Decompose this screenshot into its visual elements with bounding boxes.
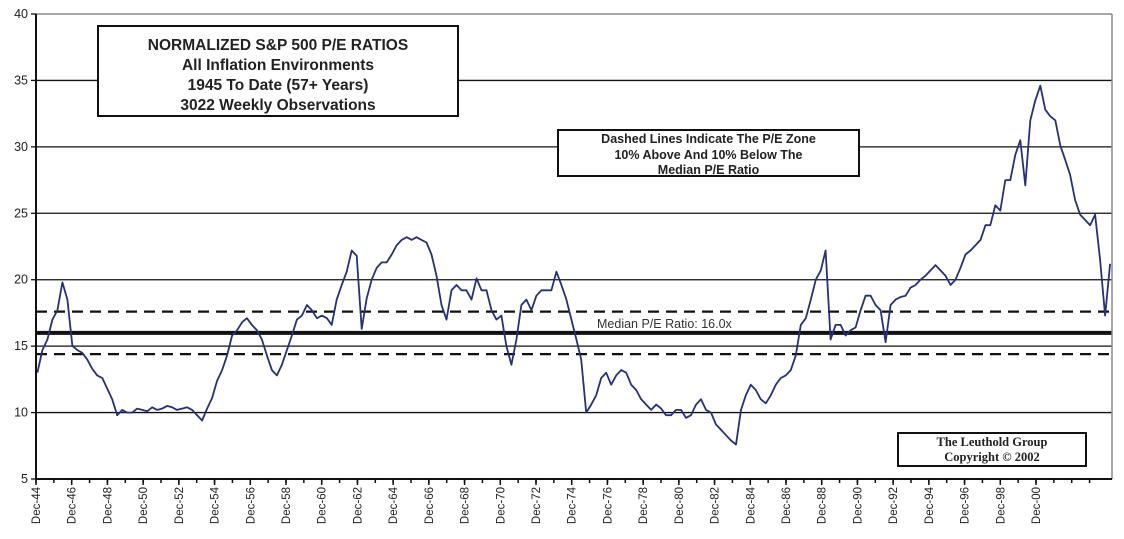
x-tick-label: Dec-68: [460, 487, 472, 524]
credit-copyright: Copyright © 2002: [944, 450, 1040, 464]
x-tick-label: Dec-60: [317, 487, 329, 524]
x-tick-label: Dec-82: [710, 487, 722, 524]
dashed-lines-note: Dashed Lines Indicate The P/E Zone 10% A…: [557, 129, 860, 177]
x-tick-label: Dec-76: [602, 487, 614, 524]
y-tick-label: 10: [14, 406, 28, 420]
x-tick-label: Dec-94: [924, 486, 936, 524]
note-line-1: Dashed Lines Indicate The P/E Zone: [601, 132, 816, 146]
y-tick-label: 15: [14, 339, 28, 353]
median-label: Median P/E Ratio: 16.0x: [597, 317, 733, 331]
axes: 5 10 15 20 25 30 35 40 Dec-44 Dec-46 Dec-48 Dec-50 D…: [14, 7, 1113, 524]
y-tick-label: 5: [21, 472, 28, 486]
y-tick-label: 20: [14, 273, 28, 287]
x-tick-label: Dec-58: [281, 487, 293, 524]
x-tick-label: Dec-52: [174, 487, 186, 524]
y-tick-label: 40: [14, 7, 28, 21]
x-tick-label: Dec-48: [102, 487, 114, 524]
y-tick-label: 25: [14, 206, 28, 220]
x-tick-label: Dec-96: [960, 487, 972, 524]
x-tick-label: Dec-56: [245, 487, 257, 524]
x-tick-label: Dec-80: [674, 487, 686, 524]
chart-title: NORMALIZED S&P 500 P/E RATIOS: [147, 37, 409, 54]
note-line-2: 10% Above And 10% Below The: [614, 147, 803, 162]
credit-box: The Leuthold Group Copyright © 2002: [897, 432, 1087, 467]
x-tick-label: Dec-90: [852, 487, 864, 524]
x-tick-label: Dec-44: [31, 486, 43, 524]
x-tick-label: Dec-78: [638, 487, 650, 524]
x-tick-label: Dec-88: [817, 487, 829, 524]
x-tick-label: Dec-50: [138, 487, 150, 524]
x-tick-label: Dec-66: [424, 487, 436, 524]
y-tick-label: 30: [14, 140, 28, 154]
x-tick-label: Dec-54: [210, 486, 222, 524]
x-tick-label: Dec-92: [888, 487, 900, 524]
x-tick-label: Dec-86: [781, 487, 793, 524]
x-tick-label: Dec-74: [567, 486, 579, 524]
series-layer: [36, 84, 1111, 446]
x-tick-label: Dec-98: [995, 487, 1007, 524]
x-tick-label: Dec-70: [495, 487, 507, 524]
pe-ratio-series-line: [36, 84, 1111, 446]
x-tick-label: Dec-64: [388, 486, 400, 524]
credit-source: The Leuthold Group: [936, 435, 1048, 449]
x-tick-label: Dec-00: [1031, 487, 1043, 524]
y-tick-label: 35: [14, 73, 28, 87]
subtitle-line-1: All Inflation Environments: [181, 57, 375, 74]
x-tick-label: Dec-62: [352, 487, 364, 524]
x-tick-label: Dec-72: [531, 487, 543, 524]
x-tick-label: Dec-46: [67, 487, 79, 524]
subtitle-line-3: 3022 Weekly Observations: [180, 97, 376, 114]
x-tick-label: Dec-84: [745, 486, 757, 524]
note-line-3: Median P/E Ratio: [657, 163, 760, 177]
title-box: NORMALIZED S&P 500 P/E RATIOS All Inflat…: [97, 25, 459, 117]
subtitle-line-2: 1945 To Date (57+ Years): [187, 77, 369, 94]
